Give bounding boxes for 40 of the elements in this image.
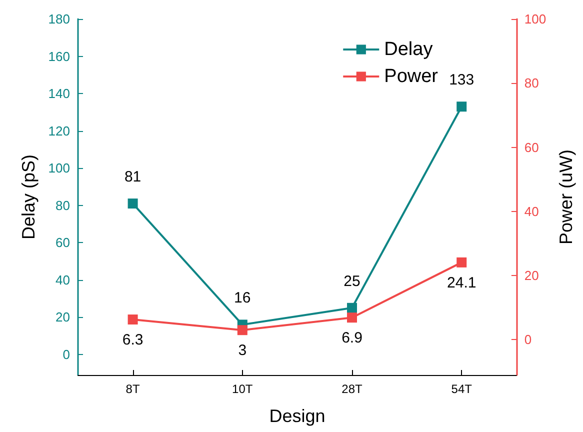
- y2-tick-label: 100: [524, 12, 546, 26]
- y-tick-label: 140: [48, 86, 70, 102]
- y2-tick-label: 0: [524, 332, 532, 348]
- y2-tick-label: 60: [524, 140, 539, 155]
- y-tick-label: 0: [62, 346, 70, 362]
- point: [456, 257, 467, 268]
- point: [456, 102, 467, 112]
- y-tick-label: 40: [56, 272, 70, 288]
- data-label: 81: [124, 168, 142, 186]
- y2-axis-title: Power (uW): [556, 149, 576, 245]
- y-tick-label: 20: [56, 310, 70, 325]
- x-tick-label: 10T: [232, 382, 254, 396]
- legend-label: Delay: [384, 39, 434, 60]
- y-tick-label: 120: [48, 123, 70, 138]
- y2-tick-label: 80: [524, 76, 539, 91]
- y-tick-label: 60: [56, 235, 70, 250]
- data-label: 25: [344, 272, 360, 290]
- x-tick-label: 54T: [451, 382, 473, 396]
- data-label: 16: [234, 290, 251, 307]
- y-axis-title: Delay (pS): [18, 154, 38, 240]
- data-label: 24.1: [447, 274, 476, 292]
- data-label: 6.9: [342, 330, 362, 347]
- y-tick-label: 100: [48, 160, 70, 176]
- x-tick-label: 28T: [342, 382, 364, 396]
- data-label: 6.3: [122, 332, 144, 349]
- data-label: 133: [449, 72, 474, 89]
- y2-tick-label: 40: [524, 204, 539, 219]
- point: [128, 314, 138, 325]
- y-tick-label: 180: [48, 12, 70, 26]
- point: [347, 312, 358, 323]
- y-tick-label: 160: [48, 48, 70, 64]
- x-axis-title: Design: [269, 406, 326, 426]
- y-tick-label: 80: [56, 198, 70, 213]
- legend-label: Power: [384, 66, 439, 87]
- point: [347, 302, 358, 313]
- y2-tick-label: 20: [524, 268, 539, 284]
- x-tick-label: 8T: [126, 382, 140, 396]
- point: [237, 325, 248, 336]
- point: [128, 198, 138, 209]
- data-label: 3: [238, 342, 247, 360]
